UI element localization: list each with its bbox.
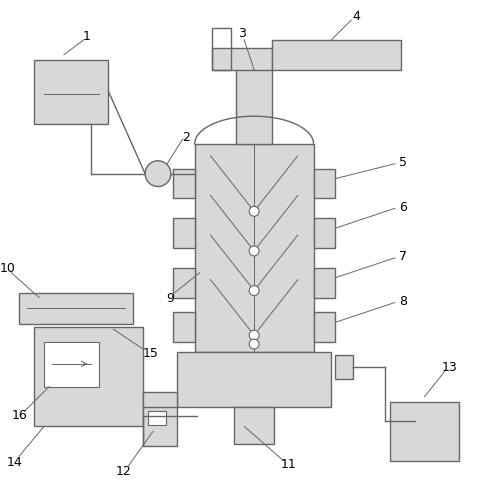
Bar (172, 313, 194, 342)
Bar (334, 355, 352, 379)
Bar (148, 412, 166, 425)
Circle shape (249, 331, 258, 340)
Bar (313, 219, 334, 249)
Bar (313, 169, 334, 199)
Text: 7: 7 (398, 250, 406, 263)
Bar (44, 342, 98, 387)
Text: 12: 12 (115, 465, 131, 478)
Bar (34, 327, 143, 426)
Bar (389, 402, 458, 461)
Text: 9: 9 (166, 291, 173, 304)
Text: 14: 14 (6, 455, 22, 468)
Bar (34, 60, 108, 125)
Circle shape (249, 286, 258, 296)
Text: 15: 15 (143, 346, 159, 359)
Circle shape (249, 339, 258, 349)
Bar (143, 392, 177, 446)
Bar (236, 66, 272, 144)
Text: 13: 13 (440, 360, 456, 373)
Bar (272, 41, 400, 71)
Text: 16: 16 (12, 408, 27, 421)
Circle shape (249, 246, 258, 256)
Circle shape (145, 161, 170, 187)
Text: 2: 2 (182, 130, 189, 143)
Text: 3: 3 (238, 27, 246, 40)
Bar (211, 29, 231, 71)
Text: 11: 11 (280, 457, 296, 470)
Bar (313, 313, 334, 342)
Text: 6: 6 (398, 201, 406, 214)
Circle shape (249, 207, 258, 217)
Bar (19, 293, 133, 324)
Text: 1: 1 (83, 30, 91, 43)
Text: 8: 8 (398, 294, 406, 307)
Bar (313, 268, 334, 298)
Bar (172, 219, 194, 249)
Bar (194, 144, 313, 352)
Text: 4: 4 (351, 10, 360, 23)
Bar (177, 352, 331, 407)
Bar (172, 268, 194, 298)
Bar (234, 407, 273, 444)
Text: 10: 10 (0, 262, 15, 275)
Bar (211, 48, 272, 71)
Bar (172, 169, 194, 199)
Text: 5: 5 (398, 156, 406, 169)
